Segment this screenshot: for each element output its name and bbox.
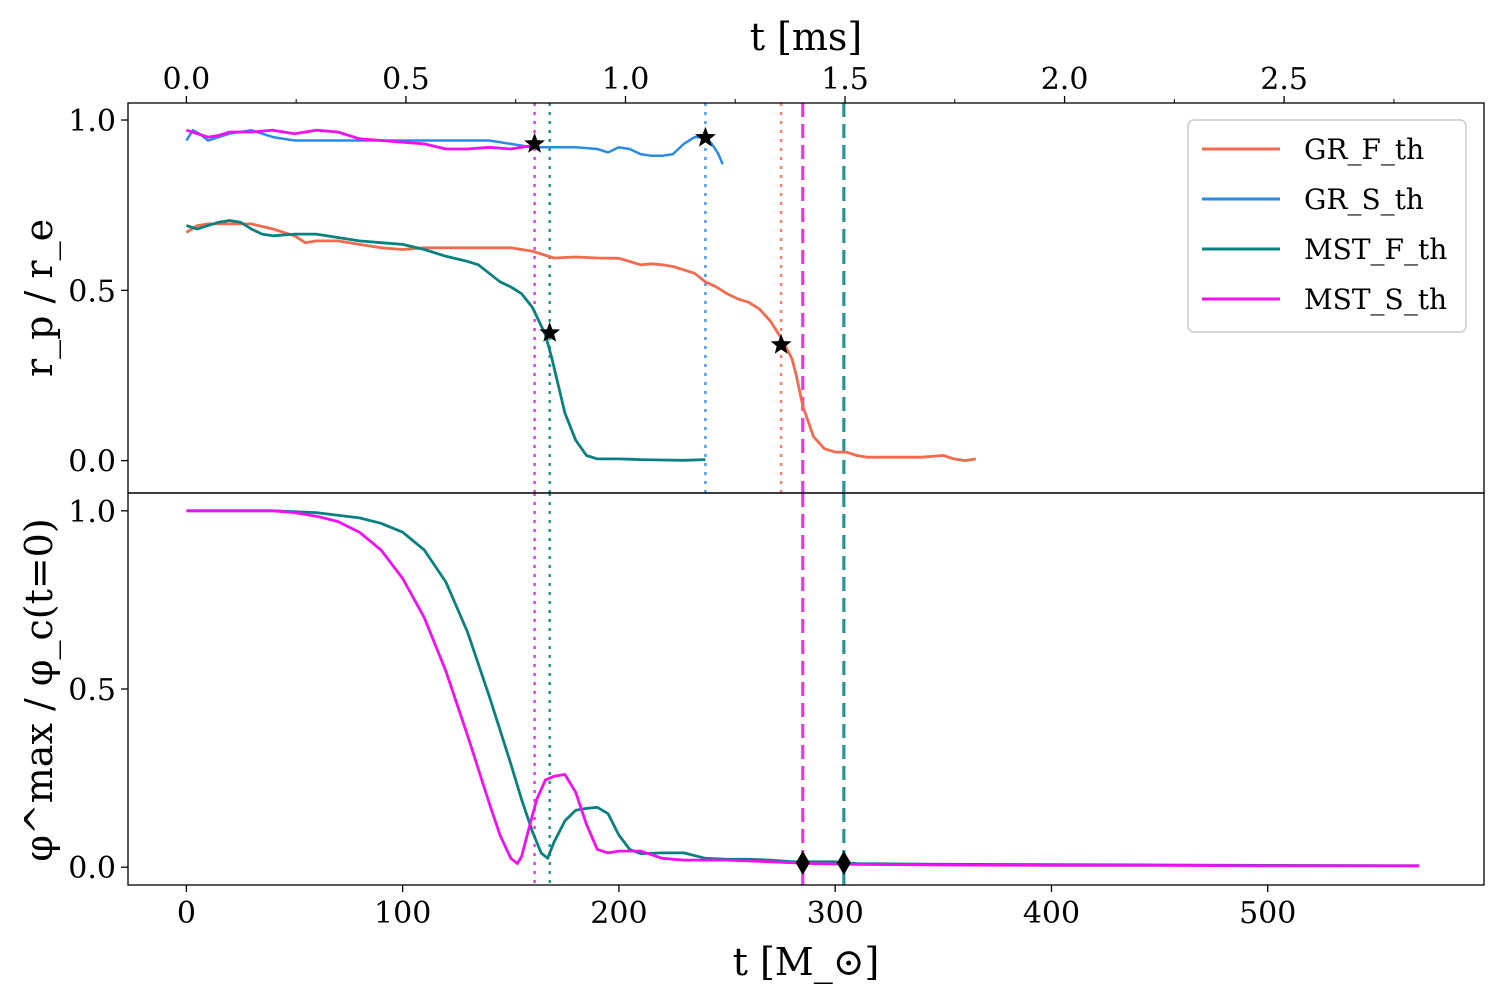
- xtick-label-top: 0.5: [382, 62, 430, 97]
- ytick-label-bottom: 0.5: [68, 673, 116, 708]
- diamond-marker-MST_S_th: [795, 850, 810, 875]
- series-line-top-GR_S_th: [185, 128, 724, 165]
- xtick-label-bottom: 0: [177, 896, 196, 931]
- xtick-label-top: 1.0: [602, 62, 650, 97]
- star-marker-GR_S_th: [695, 126, 716, 147]
- xtick-label-bottom: 300: [807, 896, 864, 931]
- legend-box: [1187, 119, 1467, 333]
- ytick-label-bottom: 1.0: [68, 495, 116, 530]
- xtick-label-bottom: 100: [374, 896, 431, 931]
- legend-label-GR_F_th: GR_F_th: [1304, 133, 1424, 166]
- axes-frame-bottom: [127, 492, 1485, 886]
- legend: GR_F_th GR_S_th MST_F_th MST_S_th: [1187, 119, 1467, 333]
- xtick-label-bottom: 400: [1023, 896, 1080, 931]
- diamond-marker-MST_F_th: [836, 850, 851, 875]
- series-line-top-MST_S_th: [185, 128, 533, 151]
- xtick-label-top: 2.5: [1260, 62, 1308, 97]
- xtick-label-top: 1.5: [821, 62, 869, 97]
- bottom-axis-label: t [M_⊙]: [733, 940, 880, 985]
- top-axis-label: t [ms]: [750, 15, 863, 59]
- star-marker-GR_F_th: [770, 333, 792, 354]
- xtick-label-top: 2.0: [1041, 62, 1089, 97]
- bottom-y-axis-label: φ^max / φ_c(t=0): [17, 518, 62, 861]
- xtick-label-bottom: 200: [590, 896, 647, 931]
- bottom-panel: 0.0 0.5 1.0 0 100 200 300 400 500: [68, 492, 1485, 931]
- series-line-top-GR_F_th: [185, 222, 977, 462]
- series-line-top-MST_F_th: [185, 219, 706, 462]
- ytick-label-bottom: 0.0: [68, 851, 116, 886]
- legend-label-MST_F_th: MST_F_th: [1304, 233, 1447, 266]
- top-y-axis-label: r_p / r_e: [17, 219, 62, 377]
- star-marker-MST_S_th: [524, 132, 545, 153]
- legend-label-GR_S_th: GR_S_th: [1304, 183, 1424, 216]
- xtick-label-bottom: 500: [1239, 896, 1296, 931]
- ytick-label-top: 0.0: [68, 445, 116, 480]
- xtick-label-top: 0.0: [163, 62, 211, 97]
- ytick-label-top: 0.5: [68, 274, 116, 309]
- ytick-label-top: 1.0: [68, 104, 116, 139]
- star-marker-MST_F_th: [539, 321, 561, 342]
- series-line-bottom-MST_F_th: [186, 509, 1420, 868]
- series-line-bottom-MST_S_th: [186, 509, 1420, 868]
- legend-label-MST_S_th: MST_S_th: [1304, 283, 1447, 316]
